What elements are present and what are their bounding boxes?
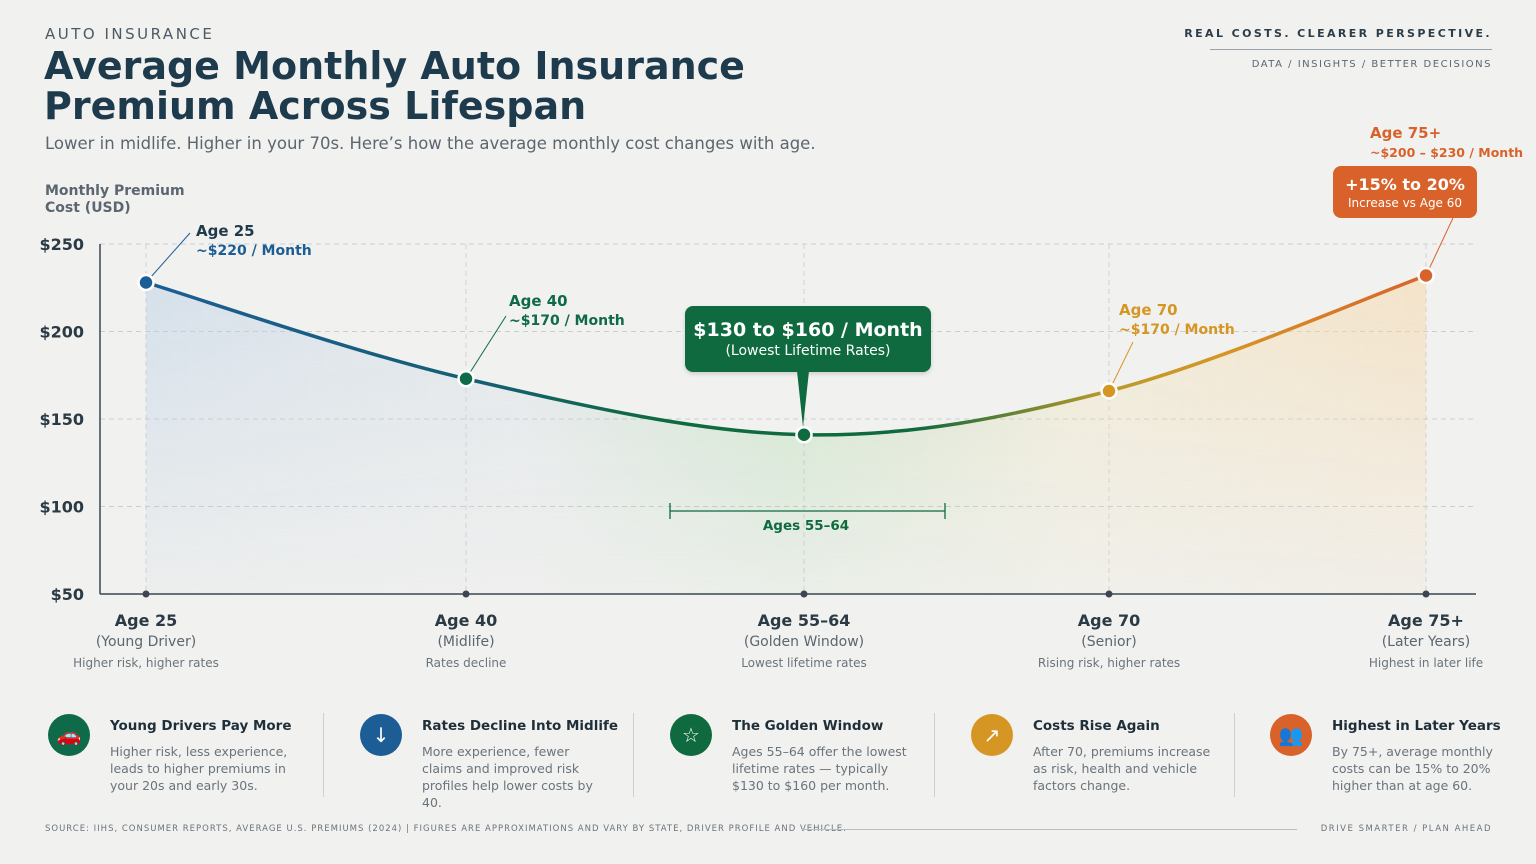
y-tick-label: $200 xyxy=(39,323,84,342)
x-tick-note: Rising risk, higher rates xyxy=(1038,656,1180,670)
x-tick-sublabel: (Young Driver) xyxy=(96,634,196,650)
card-divider xyxy=(934,713,935,797)
card-body: After 70, premiums increase as risk, hea… xyxy=(1033,744,1211,793)
leader-line xyxy=(1425,217,1454,276)
footer-tagline: DRIVE SMARTER / PLAN AHEAD xyxy=(1320,824,1492,834)
card-title: Costs Rise Again xyxy=(1033,718,1160,734)
increase-callout-value: +15% to 20% xyxy=(1345,175,1465,194)
page-subtitle: Lower in midlife. Higher in your 70s. He… xyxy=(45,134,816,153)
x-tick-dot xyxy=(800,590,808,598)
card-body: By 75+, average monthly costs can be 15%… xyxy=(1332,744,1493,793)
chart-points xyxy=(137,266,1435,444)
point-label-title: Age 75+ xyxy=(1370,124,1441,142)
point-label-value: ~$220 / Month xyxy=(196,243,312,259)
card-title: Young Drivers Pay More xyxy=(110,718,292,734)
card-later-years: 👥 Highest in Later Years By 75+, average… xyxy=(1267,710,1536,798)
card-golden-window: ☆ The Golden Window Ages 55–64 offer the… xyxy=(667,710,957,798)
lowest-rate-callout: $130 to $160 / Month (Lowest Lifetime Ra… xyxy=(685,306,931,372)
card-costs-rise: ↗ Costs Rise Again After 70, premiums in… xyxy=(968,710,1258,798)
range-label: Ages 55–64 xyxy=(763,518,849,534)
y-axis-ticks: $250 $200 $150 $100 $50 xyxy=(39,235,84,604)
x-tick-dot xyxy=(1422,590,1430,598)
arrow-up-right-icon: ↗ xyxy=(971,714,1013,756)
data-point xyxy=(1100,382,1118,400)
eyebrow-label: AUTO INSURANCE xyxy=(45,25,215,43)
point-label-value: ~$170 / Month xyxy=(509,313,625,329)
card-title: Highest in Later Years xyxy=(1332,718,1501,734)
x-tick-label: Age 75+ xyxy=(1388,611,1464,630)
page-title: Average Monthly Auto Insurance Premium A… xyxy=(44,44,745,128)
card-title: Rates Decline Into Midlife xyxy=(422,718,619,734)
leader-line xyxy=(145,232,191,283)
x-tick-dot xyxy=(142,590,150,598)
people-icon: 👥 xyxy=(1270,714,1312,756)
leader-line xyxy=(1108,341,1134,392)
x-tick-label: Age 55–64 xyxy=(758,611,851,630)
data-point xyxy=(1417,266,1435,285)
arrow-down-icon: ↓ xyxy=(360,714,402,756)
card-divider xyxy=(323,713,324,797)
x-tick-sublabel: (Senior) xyxy=(1081,634,1137,650)
y-tick-label: $150 xyxy=(39,410,84,429)
data-point xyxy=(795,426,813,444)
x-tick-note: Lowest lifetime rates xyxy=(741,656,867,670)
insight-cards: 🚗 Young Drivers Pay More Higher risk, le… xyxy=(45,710,1501,810)
tagline-sub: DATA / INSIGHTS / BETTER DECISIONS xyxy=(1251,59,1492,70)
point-label-value: ~$200 – $230 / Month xyxy=(1370,145,1523,160)
y-axis-label: Monthly Premium Cost (USD) xyxy=(45,183,185,216)
point-label-title: Age 70 xyxy=(1119,301,1178,319)
data-point xyxy=(137,273,155,292)
x-tick-label: Age 70 xyxy=(1078,611,1141,630)
x-tick-sublabel: (Golden Window) xyxy=(744,634,864,650)
lowest-rate-callout-pointer xyxy=(797,371,809,427)
y-tick-label: $50 xyxy=(51,585,84,604)
tagline: REAL COSTS. CLEARER PERSPECTIVE. xyxy=(1184,27,1492,40)
x-tick-note: Highest in later life xyxy=(1369,656,1483,670)
car-icon: 🚗 xyxy=(48,714,90,756)
card-body: Higher risk, less experience, leads to h… xyxy=(110,744,288,793)
x-tick-dot xyxy=(1105,590,1113,598)
card-body: Ages 55–64 offer the lowest lifetime rat… xyxy=(732,744,907,793)
point-label-value: ~$170 / Month xyxy=(1119,322,1235,338)
x-tick-sublabel: (Midlife) xyxy=(437,634,494,650)
data-point xyxy=(457,370,475,388)
card-midlife: ↓ Rates Decline Into Midlife More experi… xyxy=(357,710,647,810)
lowest-rate-callout-note: (Lowest Lifetime Rates) xyxy=(725,343,891,359)
footer-source: SOURCE: IIHS, CONSUMER REPORTS, AVERAGE … xyxy=(45,824,847,834)
point-label-title: Age 25 xyxy=(196,222,255,240)
y-tick-label: $100 xyxy=(39,498,84,517)
x-tick-label: Age 25 xyxy=(115,611,178,630)
y-tick-label: $250 xyxy=(39,235,84,254)
x-tick-note: Rates decline xyxy=(426,656,507,670)
card-body: More experience, fewer claims and improv… xyxy=(422,744,593,810)
leader-line xyxy=(465,315,507,380)
increase-callout: +15% to 20% Increase vs Age 60 xyxy=(1333,166,1477,218)
increase-callout-note: Increase vs Age 60 xyxy=(1347,196,1463,210)
point-label-title: Age 40 xyxy=(509,292,568,310)
lowest-rate-callout-value: $130 to $160 / Month xyxy=(693,319,923,341)
star-icon: ☆ xyxy=(670,714,712,756)
x-tick-note: Higher risk, higher rates xyxy=(73,656,219,670)
x-tick-dot xyxy=(462,590,470,598)
tagline-divider xyxy=(1210,49,1492,50)
point-leader-lines xyxy=(145,217,1454,392)
point-labels: Age 25 ~$220 / Month Age 40 ~$170 / Month Ag… xyxy=(196,124,1523,338)
x-tick-sublabel: (Later Years) xyxy=(1382,634,1471,650)
card-divider xyxy=(1234,713,1235,797)
card-divider xyxy=(633,713,634,797)
footer-divider xyxy=(802,829,1297,830)
card-title: The Golden Window xyxy=(732,718,884,734)
x-tick-label: Age 40 xyxy=(435,611,498,630)
age-range-bracket: Ages 55–64 xyxy=(669,503,946,534)
card-young-drivers: 🚗 Young Drivers Pay More Higher risk, le… xyxy=(45,710,335,798)
x-axis-labels: Age 25 (Young Driver) Higher risk, higher … xyxy=(73,590,1483,670)
premium-chart: $250 $200 $150 $100 $50 Ages 55–64 Age 25 ~$2… xyxy=(39,124,1523,670)
